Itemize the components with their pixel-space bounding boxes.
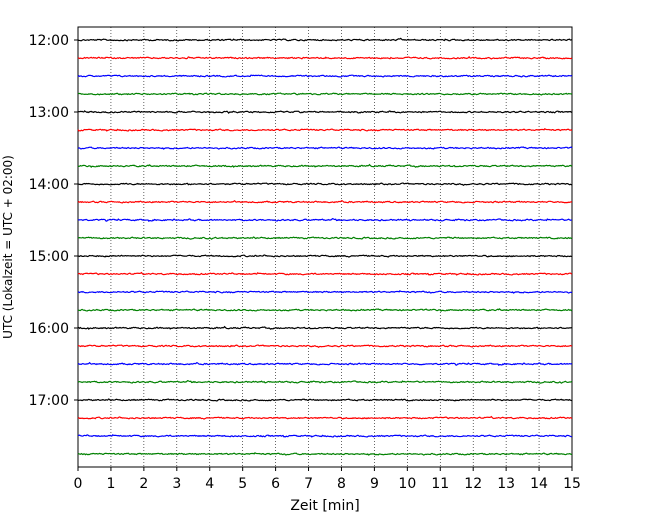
y-tick-label: 16:00 bbox=[29, 321, 69, 337]
seismic-trace bbox=[77, 74, 573, 78]
x-tick-label: 3 bbox=[172, 476, 181, 492]
y-tick-label: 12:00 bbox=[29, 33, 69, 49]
plot-frame bbox=[77, 26, 573, 468]
x-tick-label: 6 bbox=[271, 476, 280, 492]
seismic-trace bbox=[77, 146, 573, 150]
grid-lines bbox=[110, 27, 540, 467]
seismic-trace bbox=[77, 398, 573, 402]
seismic-trace bbox=[77, 361, 573, 366]
x-tick-label: 15 bbox=[563, 476, 581, 492]
x-tick-label: 11 bbox=[431, 476, 449, 492]
seismic-trace bbox=[77, 163, 573, 169]
seismic-trace bbox=[77, 380, 573, 384]
seismic-trace bbox=[77, 182, 573, 187]
seismic-trace bbox=[77, 254, 573, 258]
seismic-trace bbox=[77, 37, 573, 42]
x-tick-label: 5 bbox=[238, 476, 247, 492]
x-tick-label: 1 bbox=[106, 476, 115, 492]
seismic-trace bbox=[77, 218, 573, 222]
seismic-trace bbox=[77, 236, 573, 240]
seismic-trace bbox=[77, 55, 573, 60]
x-tick-label: 4 bbox=[205, 476, 214, 492]
x-tick-label: 2 bbox=[139, 476, 148, 492]
seismic-trace bbox=[77, 290, 573, 294]
x-tick-label: 0 bbox=[74, 476, 83, 492]
y-ticks: 12:00 13:00 14:00 15:00 16:00 17:00 bbox=[29, 33, 78, 409]
y-tick-label: 14:00 bbox=[29, 177, 69, 193]
y-tick-label: 13:00 bbox=[29, 105, 69, 121]
seismic-trace bbox=[77, 308, 573, 313]
seismic-trace bbox=[77, 434, 573, 438]
seismic-trace bbox=[77, 128, 573, 132]
seismic-trace bbox=[77, 110, 573, 114]
traces bbox=[77, 37, 573, 456]
seismic-trace bbox=[77, 271, 573, 276]
x-tick-label: 10 bbox=[398, 476, 416, 492]
seismic-trace bbox=[77, 199, 573, 204]
seismic-trace bbox=[77, 452, 573, 456]
seismic-trace bbox=[77, 325, 573, 330]
x-tick-label: 14 bbox=[530, 476, 548, 492]
x-ticks: 0 1 2 3 4 5 6 7 8 9 10 11 12 13 14 15 bbox=[74, 467, 581, 492]
x-axis-label: Zeit [min] bbox=[290, 498, 359, 514]
seismic-trace bbox=[77, 415, 573, 420]
x-tick-label: 8 bbox=[337, 476, 346, 492]
x-tick-label: 7 bbox=[304, 476, 313, 492]
y-tick-label: 17:00 bbox=[29, 393, 69, 409]
seismic-trace bbox=[77, 92, 573, 96]
y-axis-label: UTC (Lokalzeit = UTC + 02:00) bbox=[1, 155, 15, 339]
seismic-trace bbox=[77, 344, 573, 349]
y-tick-label: 15:00 bbox=[29, 249, 69, 265]
x-tick-label: 12 bbox=[464, 476, 482, 492]
x-tick-label: 13 bbox=[497, 476, 515, 492]
x-tick-label: 9 bbox=[370, 476, 379, 492]
